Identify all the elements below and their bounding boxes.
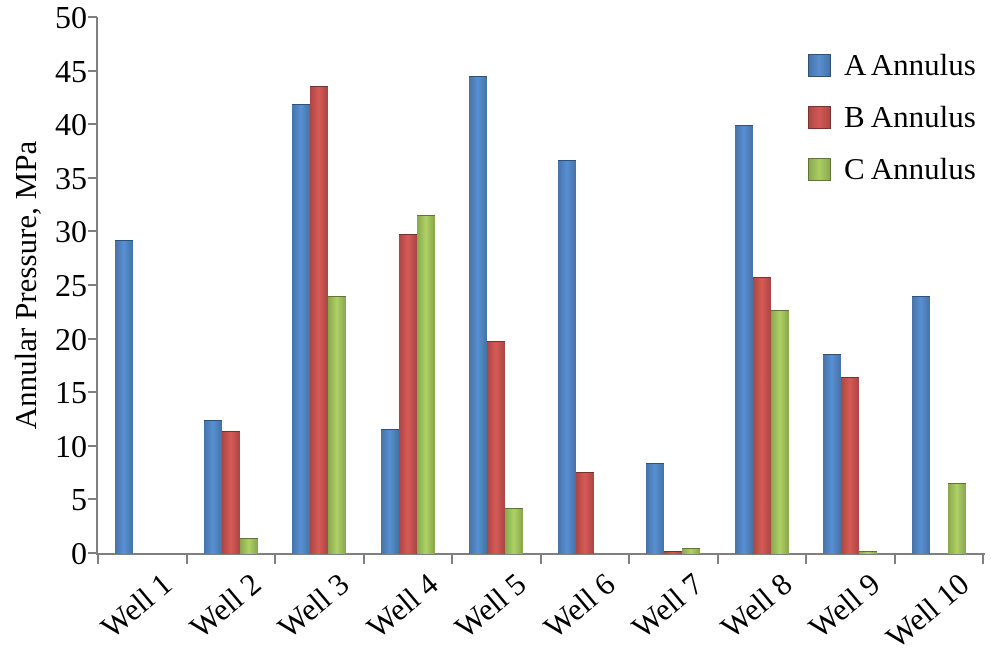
y-axis-line xyxy=(96,17,98,555)
bar-a-annulus-well-6 xyxy=(557,160,576,554)
bar-a-annulus-well-8 xyxy=(734,125,753,554)
bar-c-annulus-well-9 xyxy=(859,551,877,554)
bar-c-annulus-well-10 xyxy=(947,483,966,554)
y-tick-mark xyxy=(88,444,97,447)
y-tick-mark xyxy=(88,176,97,179)
bar-a-annulus-well-9 xyxy=(823,354,841,554)
y-tick-label: 25 xyxy=(55,267,87,303)
y-tick-mark xyxy=(88,498,97,501)
bar-b-annulus-well-2 xyxy=(221,431,240,554)
bar-c-annulus-well-7 xyxy=(682,548,700,554)
bar-c-annulus-well-4 xyxy=(416,215,435,554)
y-tick-label: 40 xyxy=(55,106,87,143)
x-tick-mark xyxy=(185,555,188,564)
x-tick-mark xyxy=(539,555,542,564)
bar-c-annulus-well-8 xyxy=(770,310,789,554)
bar-c-annulus-well-5 xyxy=(505,508,523,554)
legend-item-a-annulus: A Annulus xyxy=(808,47,976,82)
y-tick-label: 20 xyxy=(55,320,87,357)
legend-item-c-annulus: C Annulus xyxy=(808,151,976,186)
legend-swatch-icon xyxy=(808,157,831,181)
y-tick-mark xyxy=(88,123,97,126)
y-tick-mark xyxy=(88,337,97,340)
bar-b-annulus-well-4 xyxy=(398,234,417,554)
x-tick-mark xyxy=(982,555,984,564)
y-tick-label: 50 xyxy=(55,0,87,35)
y-tick-mark xyxy=(88,230,97,233)
x-tick-mark xyxy=(274,555,276,564)
bar-a-annulus-well-2 xyxy=(203,420,222,554)
bar-b-annulus-well-9 xyxy=(841,377,859,554)
legend-swatch-icon xyxy=(808,105,831,129)
x-axis-line xyxy=(96,553,985,555)
legend-label: C Annulus xyxy=(844,151,976,186)
bar-a-annulus-well-10 xyxy=(911,296,930,554)
y-tick-label: 30 xyxy=(55,213,87,250)
y-tick-label: 45 xyxy=(55,52,87,89)
bar-c-annulus-well-2 xyxy=(239,538,258,554)
bar-a-annulus-well-1 xyxy=(115,240,133,554)
legend-swatch-icon xyxy=(808,53,831,77)
bar-b-annulus-well-3 xyxy=(310,86,328,554)
y-tick-mark xyxy=(88,69,97,72)
y-tick-mark xyxy=(88,391,97,394)
bar-b-annulus-well-8 xyxy=(752,277,771,554)
x-tick-mark xyxy=(805,555,807,564)
y-tick-label: 5 xyxy=(71,481,87,518)
legend-item-b-annulus: B Annulus xyxy=(808,99,976,134)
y-tick-label: 15 xyxy=(55,374,87,411)
legend-label: B Annulus xyxy=(844,99,976,134)
y-tick-label: 35 xyxy=(55,159,87,196)
bar-b-annulus-well-7 xyxy=(664,551,682,554)
bar-b-annulus-well-6 xyxy=(575,472,594,554)
bar-b-annulus-well-5 xyxy=(487,341,505,554)
x-tick-mark xyxy=(628,555,630,564)
x-tick-mark xyxy=(451,555,453,564)
y-tick-mark xyxy=(88,16,97,18)
bar-a-annulus-well-3 xyxy=(292,104,310,554)
x-tick-mark xyxy=(362,555,365,564)
y-tick-mark xyxy=(88,284,97,286)
bar-c-annulus-well-3 xyxy=(328,296,346,554)
legend-label: A Annulus xyxy=(844,47,976,82)
y-tick-label: 10 xyxy=(55,427,87,464)
bar-a-annulus-well-7 xyxy=(646,463,664,554)
x-tick-mark xyxy=(97,555,99,564)
bar-a-annulus-well-5 xyxy=(469,76,487,554)
x-tick-mark xyxy=(893,555,896,564)
y-tick-label: 0 xyxy=(71,535,87,571)
x-tick-mark xyxy=(716,555,719,564)
bar-a-annulus-well-4 xyxy=(380,429,399,554)
y-tick-mark xyxy=(88,552,97,554)
